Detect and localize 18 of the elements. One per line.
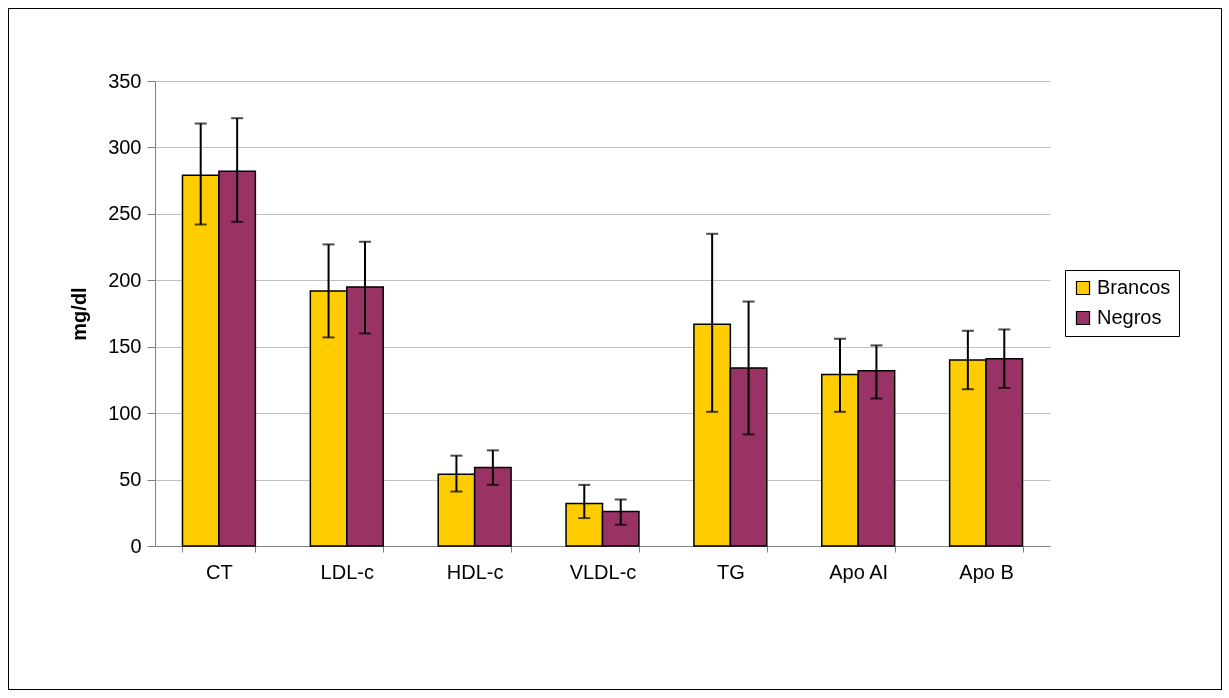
x-tick-label: HDL-c xyxy=(446,560,504,583)
y-tick-label: 300 xyxy=(108,135,142,158)
y-tick-label: 200 xyxy=(108,268,142,291)
x-tick-label: CT xyxy=(206,560,233,583)
x-tick-label: Apo B xyxy=(959,560,1014,583)
x-tick-label: LDL-c xyxy=(320,560,374,583)
y-tick-label: 0 xyxy=(130,534,142,557)
x-tick-label: Apo AI xyxy=(829,560,889,583)
legend-label: Brancos xyxy=(1097,276,1171,298)
x-tick-label: TG xyxy=(716,560,745,583)
y-tick-label: 100 xyxy=(108,401,142,424)
y-axis-title: mg/dl xyxy=(68,287,91,341)
x-tick-label: VLDL-c xyxy=(569,560,637,583)
y-tick-label: 250 xyxy=(108,202,142,225)
y-tick-label: 350 xyxy=(108,69,142,92)
legend-label: Negros xyxy=(1097,306,1162,328)
y-tick-label: 50 xyxy=(119,468,142,491)
y-tick-label: 150 xyxy=(108,335,142,358)
